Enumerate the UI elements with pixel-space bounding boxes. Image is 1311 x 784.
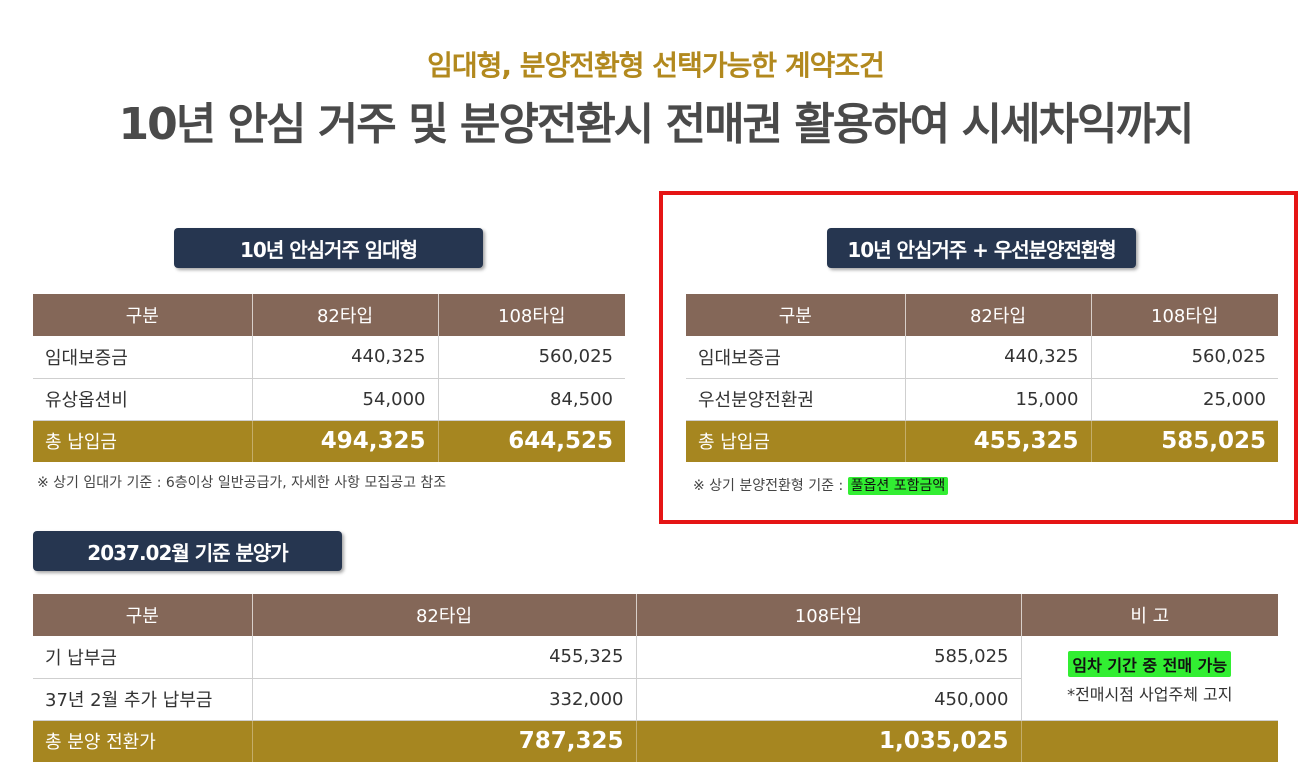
table-row: 37년 2월 추가 납부금 332,000 450,000: [33, 678, 1278, 721]
total-108: 585,025: [1090, 420, 1278, 462]
table-header-row: 구분 82타입 108타입: [686, 294, 1278, 336]
table-header-row: 구분 82타입 108타입 비 고: [33, 594, 1278, 636]
column-header-82: 82타입: [904, 294, 1091, 336]
total-row: 총 분양 전환가 787,325 1,035,025: [33, 720, 1278, 762]
page-subtitle: 임대형, 분양전환형 선택가능한 계약조건: [427, 49, 885, 82]
value-82: 54,000: [251, 378, 438, 421]
row-label: 임대보증금: [33, 336, 252, 379]
total-82: 455,325: [904, 420, 1091, 462]
table-row: 기 납부금 455,325 585,025 임차 기간 중 전매 가능 *전매시…: [33, 636, 1278, 721]
value-82: 15,000: [904, 378, 1091, 421]
highlight-frame: [659, 191, 1298, 524]
total-82: 787,325: [251, 720, 636, 762]
value-82: 455,325: [251, 636, 636, 679]
rental-table: 구분 82타입 108타입 임대보증금 440,325 560,025 유상옵션…: [33, 294, 625, 462]
row-label: 임대보증금: [686, 336, 905, 379]
column-header-category: 구분: [686, 294, 905, 336]
remark-note: *전매시점 사업주체 고지: [1067, 684, 1233, 704]
row-label: 기 납부금: [33, 636, 252, 679]
table-row: 유상옵션비 54,000 84,500: [33, 378, 625, 421]
row-label: 우선분양전환권: [686, 378, 905, 421]
total-label: 총 납입금: [33, 420, 252, 462]
value-108: 25,000: [1090, 378, 1278, 421]
total-remark-empty: [1020, 720, 1278, 762]
footnote-text: ※ 상기 분양전환형 기준 :: [693, 478, 844, 494]
row-label: 유상옵션비: [33, 378, 252, 421]
total-row: 총 납입금 455,325 585,025: [686, 420, 1278, 462]
value-108: 84,500: [437, 378, 625, 421]
total-108: 1,035,025: [635, 720, 1021, 762]
sale-section-title: 2037.02월 기준 분양가: [33, 531, 342, 571]
value-108: 450,000: [635, 678, 1021, 721]
value-82: 332,000: [251, 678, 636, 721]
footnote-highlight: 풀옵션 포함금액: [847, 477, 949, 495]
total-108: 644,525: [437, 420, 625, 462]
conversion-section-title: 10년 안심거주 + 우선분양전환형: [827, 228, 1136, 268]
column-header-82: 82타입: [251, 294, 438, 336]
conversion-table: 구분 82타입 108타입 임대보증금 440,325 560,025 우선분양…: [686, 294, 1278, 462]
total-label: 총 분양 전환가: [33, 720, 252, 762]
row-label: 37년 2월 추가 납부금: [33, 678, 252, 721]
column-header-108: 108타입: [437, 294, 625, 336]
column-header-108: 108타입: [1090, 294, 1278, 336]
table-row: 임대보증금 440,325 560,025: [686, 336, 1278, 379]
remark-highlight: 임차 기간 중 전매 가능: [1068, 650, 1232, 677]
column-header-category: 구분: [33, 294, 252, 336]
value-82: 440,325: [904, 336, 1091, 379]
remark-cell: 임차 기간 중 전매 가능 *전매시점 사업주체 고지: [1020, 636, 1278, 721]
value-82: 440,325: [251, 336, 438, 379]
total-label: 총 납입금: [686, 420, 905, 462]
rental-footnote: ※ 상기 임대가 기준 : 6층이상 일반공급가, 자세한 사항 모집공고 참조: [37, 475, 447, 491]
column-header-category: 구분: [33, 594, 252, 636]
column-header-82: 82타입: [251, 594, 636, 636]
column-header-remark: 비 고: [1020, 594, 1278, 636]
column-header-108: 108타입: [635, 594, 1021, 636]
table-header-row: 구분 82타입 108타입: [33, 294, 625, 336]
value-108: 585,025: [635, 636, 1021, 679]
conversion-footnote: ※ 상기 분양전환형 기준 : 풀옵션 포함금액: [693, 475, 949, 495]
total-82: 494,325: [251, 420, 438, 462]
table-row: 임대보증금 440,325 560,025: [33, 336, 625, 379]
rental-section-title: 10년 안심거주 임대형: [174, 228, 483, 268]
value-108: 560,025: [1090, 336, 1278, 379]
total-row: 총 납입금 494,325 644,525: [33, 420, 625, 462]
page-title: 10년 안심 거주 및 분양전환시 전매권 활용하여 시세차익까지: [118, 99, 1195, 150]
sale-table: 구분 82타입 108타입 비 고 기 납부금 455,325 585,025 …: [33, 594, 1278, 762]
value-108: 560,025: [437, 336, 625, 379]
table-row: 우선분양전환권 15,000 25,000: [686, 378, 1278, 421]
